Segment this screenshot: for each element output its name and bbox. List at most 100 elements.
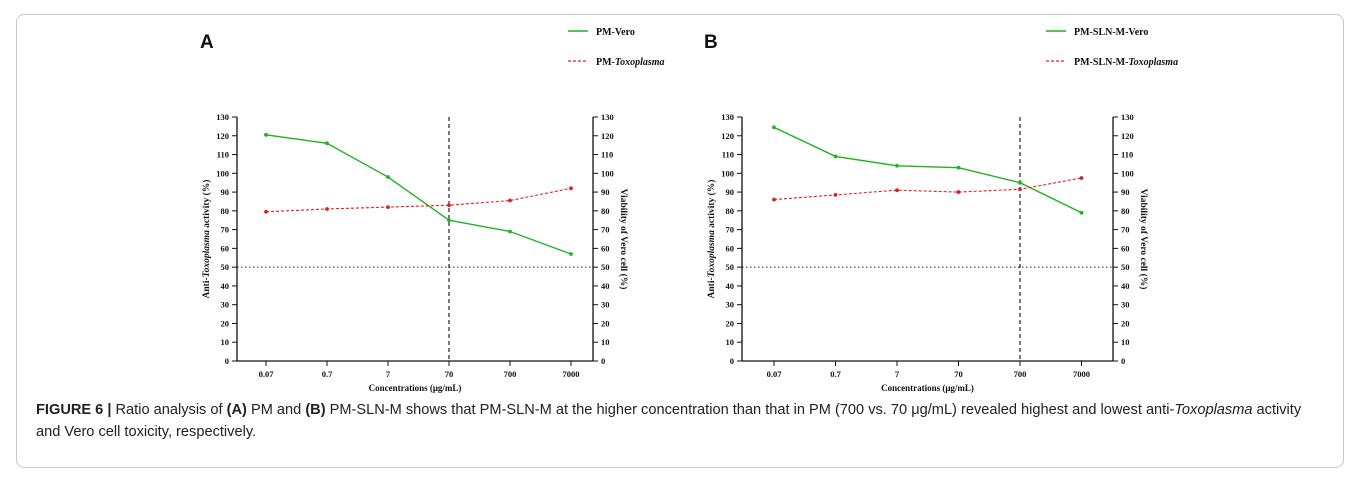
y-axis-label-right: Viability of Vero cell (%) — [618, 189, 629, 290]
data-point-vero — [895, 163, 899, 168]
data-point-toxoplasma — [956, 190, 961, 194]
y-tick-label-right: 70 — [601, 225, 610, 235]
y-tick-label-right: 110 — [601, 150, 613, 160]
y-tick-label-right: 0 — [1121, 356, 1125, 366]
y-tick-label-left: 110 — [217, 150, 229, 160]
x-tick-label: 70 — [445, 369, 454, 379]
y-tick-label-left: 70 — [726, 225, 735, 235]
y-tick-label-right: 60 — [601, 243, 610, 253]
x-tick-label: 0.7 — [830, 369, 841, 379]
y-tick-label-right: 110 — [1121, 150, 1133, 160]
y-tick-label-left: 30 — [221, 300, 230, 310]
y-tick-label-left: 40 — [726, 281, 735, 291]
data-point-vero — [386, 175, 390, 179]
data-point-vero — [1018, 180, 1022, 185]
data-point-toxoplasma — [895, 188, 899, 193]
y-tick-label-right: 70 — [1121, 225, 1130, 235]
y-tick-label-left: 60 — [221, 243, 230, 253]
y-tick-label-right: 60 — [1121, 243, 1130, 253]
series-line-toxoplasma — [773, 177, 1082, 201]
data-point-vero — [447, 218, 451, 223]
x-tick-label: 7 — [386, 369, 391, 379]
y-tick-label-left: 20 — [221, 318, 230, 328]
panel-label: B — [704, 32, 718, 53]
legend-label-toxo: PM-SLN-M-Toxoplasma — [1074, 57, 1178, 68]
data-point-toxoplasma — [772, 197, 776, 202]
y-axis-label-left: Anti-Toxoplasma activity (%) — [706, 180, 717, 299]
y-tick-label-left: 120 — [216, 131, 229, 141]
caption-text-2: PM and — [246, 402, 306, 418]
data-point-toxoplasma — [264, 209, 268, 214]
x-axis-label: Concentrations (μg/mL) — [369, 383, 462, 393]
chart-panel-a: A PM-Vero PM-Toxoplasma 0 0 10 10 20 20 30 30 40 40 5… — [200, 27, 665, 393]
y-tick-label-right: 50 — [601, 262, 610, 272]
y-tick-label-right: 100 — [601, 168, 614, 178]
y-tick-label-right: 30 — [1121, 300, 1130, 310]
y-tick-label-left: 40 — [221, 281, 230, 291]
x-tick-label: 700 — [1014, 369, 1027, 379]
x-tick-label: 700 — [504, 369, 517, 379]
y-tick-label-left: 100 — [216, 168, 229, 178]
y-tick-label-right: 90 — [1121, 187, 1130, 197]
series-line-vero — [773, 126, 1082, 214]
y-tick-label-left: 60 — [726, 243, 735, 253]
data-point-toxoplasma — [447, 203, 451, 208]
y-tick-label-left: 70 — [221, 225, 230, 235]
caption-text-3: PM-SLN-M shows that PM-SLN-M at the high… — [325, 402, 1175, 418]
y-tick-label-right: 30 — [601, 300, 610, 310]
data-point-toxoplasma — [1079, 176, 1084, 180]
data-point-toxoplasma — [508, 198, 512, 203]
x-tick-label: 0.7 — [322, 369, 333, 379]
y-tick-label-right: 90 — [601, 187, 610, 197]
panel-label: A — [200, 32, 214, 53]
y-tick-label-right: 120 — [601, 131, 614, 141]
y-tick-label-right: 40 — [1121, 281, 1130, 291]
x-tick-label: 70 — [954, 369, 963, 379]
y-tick-label-right: 10 — [601, 337, 610, 347]
y-tick-label-right: 20 — [1121, 318, 1130, 328]
caption-text-1: Ratio analysis of — [111, 402, 227, 418]
y-tick-label-right: 130 — [601, 112, 614, 122]
y-tick-label-left: 20 — [726, 318, 735, 328]
data-point-vero — [508, 229, 512, 234]
y-tick-label-right: 120 — [1121, 131, 1134, 141]
data-point-toxoplasma — [1018, 187, 1022, 192]
legend-label-vero: PM-SLN-M-Vero — [1074, 27, 1148, 38]
y-tick-label-left: 0 — [730, 356, 734, 366]
chart-panel-b: B PM-SLN-M-Vero PM-SLN-M-Toxoplasma 0 0 10 10 2… — [704, 27, 1178, 393]
y-tick-label-left: 50 — [726, 262, 735, 272]
x-tick-label: 0.07 — [259, 369, 275, 379]
figure-caption: FIGURE 6 | Ratio analysis of (A) PM and … — [36, 399, 1326, 443]
y-tick-label-left: 90 — [726, 187, 735, 197]
series-line-toxoplasma — [265, 187, 572, 213]
x-tick-label: 7000 — [563, 369, 580, 379]
y-tick-label-left: 90 — [221, 187, 230, 197]
series-line-vero — [265, 134, 572, 255]
y-tick-label-left: 0 — [225, 356, 229, 366]
y-tick-label-left: 80 — [221, 206, 230, 216]
y-tick-label-left: 110 — [722, 150, 734, 160]
y-tick-label-left: 10 — [221, 337, 230, 347]
y-tick-label-right: 50 — [1121, 262, 1130, 272]
data-point-toxoplasma — [833, 192, 838, 197]
legend-label-toxo: PM-Toxoplasma — [596, 57, 665, 68]
data-point-vero — [956, 165, 961, 170]
y-tick-label-left: 10 — [726, 337, 735, 347]
y-tick-label-left: 130 — [216, 112, 229, 122]
caption-text-4: activity and Vero cell toxicity, respect… — [36, 402, 1302, 440]
data-point-vero — [569, 252, 573, 256]
y-tick-label-right: 80 — [1121, 206, 1130, 216]
y-tick-label-right: 100 — [1121, 168, 1134, 178]
y-tick-label-right: 20 — [601, 318, 610, 328]
y-tick-label-right: 0 — [601, 356, 605, 366]
y-tick-label-left: 130 — [721, 112, 734, 122]
caption-panel-a-ref: (A) — [226, 402, 247, 418]
x-tick-label: 7000 — [1073, 369, 1090, 379]
data-point-vero — [264, 132, 268, 137]
y-tick-label-left: 120 — [721, 131, 734, 141]
x-tick-label: 0.07 — [767, 369, 783, 379]
y-tick-label-right: 10 — [1121, 337, 1130, 347]
data-point-toxoplasma — [569, 186, 573, 191]
y-tick-label-right: 40 — [601, 281, 610, 291]
y-tick-label-left: 100 — [721, 168, 734, 178]
